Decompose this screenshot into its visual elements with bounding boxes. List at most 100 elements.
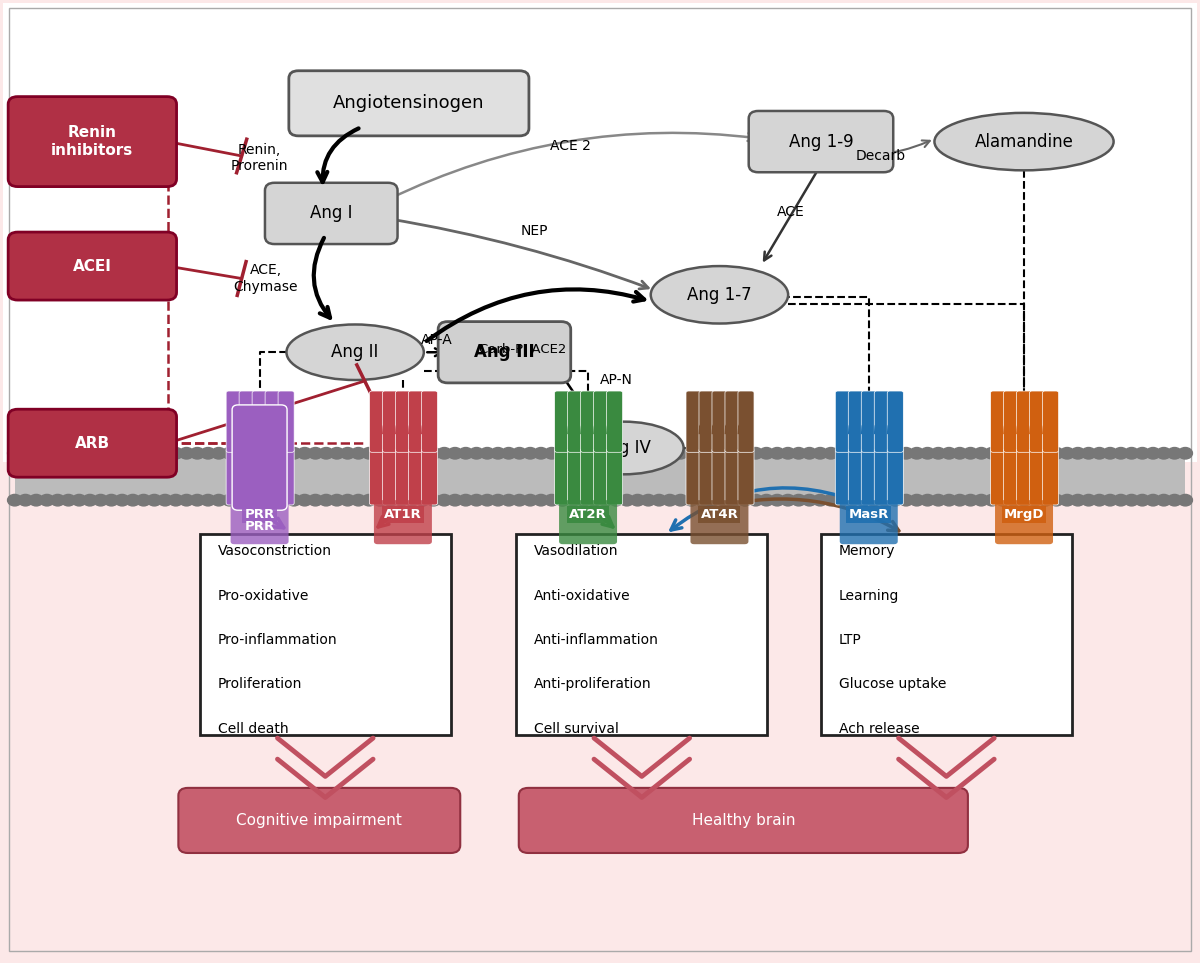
FancyBboxPatch shape	[568, 391, 583, 453]
Circle shape	[792, 494, 806, 506]
Circle shape	[1114, 448, 1128, 459]
Circle shape	[1081, 448, 1096, 459]
FancyBboxPatch shape	[554, 391, 571, 453]
Circle shape	[94, 494, 108, 506]
Circle shape	[512, 448, 527, 459]
FancyBboxPatch shape	[278, 391, 294, 453]
Circle shape	[415, 448, 430, 459]
Circle shape	[749, 494, 763, 506]
Text: Alamandine: Alamandine	[974, 133, 1074, 150]
FancyBboxPatch shape	[232, 404, 287, 510]
Text: Cell survival: Cell survival	[534, 721, 619, 736]
Circle shape	[577, 494, 592, 506]
Circle shape	[619, 448, 634, 459]
Circle shape	[94, 448, 108, 459]
Circle shape	[244, 448, 258, 459]
Circle shape	[126, 494, 140, 506]
Circle shape	[137, 494, 151, 506]
Circle shape	[18, 494, 32, 506]
Circle shape	[641, 494, 655, 506]
FancyBboxPatch shape	[995, 500, 1054, 544]
Text: ACEI: ACEI	[73, 259, 112, 273]
Circle shape	[83, 448, 97, 459]
Circle shape	[40, 494, 54, 506]
Circle shape	[480, 448, 494, 459]
Text: Anti-proliferation: Anti-proliferation	[534, 677, 652, 691]
Circle shape	[1135, 448, 1150, 459]
Circle shape	[373, 494, 388, 506]
Circle shape	[899, 448, 913, 459]
FancyBboxPatch shape	[421, 449, 438, 505]
FancyBboxPatch shape	[686, 391, 702, 453]
FancyBboxPatch shape	[1030, 391, 1045, 453]
Circle shape	[319, 448, 334, 459]
Circle shape	[1092, 448, 1106, 459]
Circle shape	[437, 494, 451, 506]
Text: Vasoconstriction: Vasoconstriction	[217, 544, 331, 559]
Circle shape	[276, 494, 290, 506]
FancyBboxPatch shape	[690, 500, 749, 544]
Text: Healthy brain: Healthy brain	[691, 813, 796, 828]
FancyBboxPatch shape	[1003, 391, 1020, 453]
Circle shape	[384, 448, 397, 459]
Circle shape	[169, 494, 182, 506]
FancyBboxPatch shape	[725, 449, 742, 505]
FancyBboxPatch shape	[230, 500, 288, 544]
FancyBboxPatch shape	[848, 391, 864, 453]
Circle shape	[512, 494, 527, 506]
FancyBboxPatch shape	[887, 449, 904, 505]
Circle shape	[823, 448, 838, 459]
Bar	[200, 534, 451, 735]
Text: ACE: ACE	[776, 204, 804, 219]
Circle shape	[394, 494, 408, 506]
FancyBboxPatch shape	[226, 449, 242, 505]
Circle shape	[83, 494, 97, 506]
FancyBboxPatch shape	[383, 449, 398, 505]
Circle shape	[834, 448, 848, 459]
Text: ARB: ARB	[74, 435, 110, 451]
Text: Ang I: Ang I	[310, 204, 353, 222]
Circle shape	[931, 448, 946, 459]
Circle shape	[803, 448, 816, 459]
Circle shape	[803, 494, 816, 506]
FancyBboxPatch shape	[581, 449, 596, 505]
Circle shape	[996, 448, 1010, 459]
Circle shape	[148, 494, 162, 506]
Circle shape	[254, 448, 269, 459]
Text: Angiotensinogen: Angiotensinogen	[334, 94, 485, 113]
Circle shape	[341, 448, 355, 459]
Circle shape	[491, 494, 505, 506]
Text: Anti-inflammation: Anti-inflammation	[534, 633, 659, 647]
FancyBboxPatch shape	[581, 391, 596, 453]
Circle shape	[877, 494, 892, 506]
Circle shape	[845, 448, 859, 459]
Circle shape	[996, 494, 1010, 506]
Circle shape	[781, 494, 796, 506]
Text: Pro-inflammation: Pro-inflammation	[217, 633, 337, 647]
Circle shape	[437, 448, 451, 459]
FancyBboxPatch shape	[370, 449, 385, 505]
Circle shape	[72, 494, 86, 506]
FancyBboxPatch shape	[848, 449, 864, 505]
Circle shape	[727, 494, 742, 506]
FancyBboxPatch shape	[698, 449, 715, 505]
Circle shape	[985, 448, 1000, 459]
Text: MasR: MasR	[848, 508, 889, 521]
Text: Vasodilation: Vasodilation	[534, 544, 619, 559]
Circle shape	[50, 448, 65, 459]
Circle shape	[211, 448, 226, 459]
Circle shape	[866, 448, 881, 459]
Circle shape	[1018, 494, 1031, 506]
Circle shape	[1027, 494, 1042, 506]
Circle shape	[856, 494, 870, 506]
Circle shape	[556, 494, 570, 506]
Circle shape	[61, 448, 76, 459]
Circle shape	[566, 448, 581, 459]
Circle shape	[362, 448, 377, 459]
FancyBboxPatch shape	[712, 449, 728, 505]
Circle shape	[545, 448, 559, 459]
FancyBboxPatch shape	[8, 232, 176, 300]
Text: Ang III: Ang III	[474, 343, 535, 361]
Circle shape	[179, 494, 193, 506]
Circle shape	[244, 494, 258, 506]
